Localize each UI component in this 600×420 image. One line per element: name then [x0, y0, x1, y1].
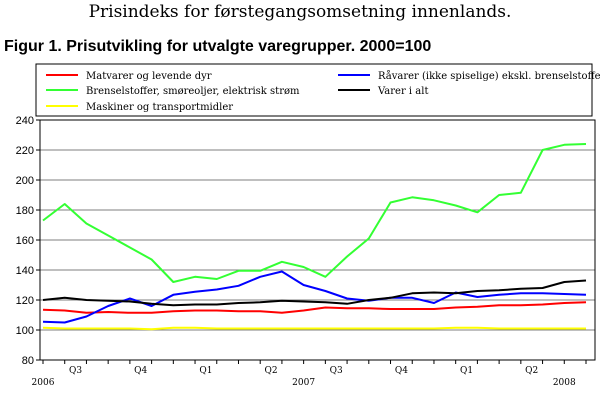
x-quarter-label: Q2: [525, 366, 538, 376]
legend-label-3: Maskiner og transportmidler: [86, 102, 233, 113]
series-line-5: [42, 279, 587, 307]
y-tick-label-240: 240: [16, 115, 34, 127]
y-tick-label-140: 140: [16, 265, 34, 277]
gridlines: [40, 149, 595, 331]
x-year-label: 2006: [32, 378, 55, 388]
legend-box: [35, 63, 593, 117]
legend-label-5: Varer i alt: [377, 86, 428, 97]
y-tick-label-220: 220: [16, 145, 34, 157]
x-quarter-label: Q3: [330, 366, 343, 376]
x-year-label: 2008: [553, 378, 576, 388]
series-lines: [42, 143, 587, 331]
x-quarter-label: Q2: [265, 366, 278, 376]
x-quarter-label: Q4: [395, 366, 408, 376]
x-axis: Q3 Q4 Q1 Q2 Q3 Q4 Q1 Q2 2006 2007 2008: [32, 360, 587, 388]
y-tick-label-180: 180: [16, 205, 34, 217]
y-axis: 80 100 120 140 160 180 200 220 240: [16, 115, 40, 367]
series-line-3: [42, 326, 586, 331]
x-year-label: 2007: [292, 378, 315, 388]
y-tick-label-100: 100: [16, 325, 34, 337]
y-tick-label-160: 160: [16, 235, 34, 247]
legend-label-2: Brenselstoffer, smøreoljer, elektrisk st…: [86, 86, 300, 97]
x-quarter-label: Q3: [69, 366, 82, 376]
y-tick-label-120: 120: [16, 295, 34, 307]
x-quarter-label: Q4: [134, 366, 147, 376]
series-line-2: [42, 143, 587, 283]
page-title: Prisindeks for førstegangsomsetning inne…: [88, 2, 512, 22]
x-quarter-label: Q1: [199, 366, 212, 376]
legend-label-1: Matvarer og levende dyr: [86, 71, 212, 82]
y-tick-label-200: 200: [16, 175, 34, 187]
y-tick-label-80: 80: [22, 355, 34, 367]
series-line-1: [42, 301, 587, 314]
series-line-4: [42, 270, 587, 324]
x-quarter-label: Q1: [460, 366, 473, 376]
figure-title: Figur 1. Prisutvikling for utvalgte vare…: [4, 38, 432, 55]
legend: Matvarer og levende dyr Brenselstoffer, s…: [46, 70, 600, 113]
legend-label-4: Råvarer (ikke spiselige) ekskl. brensels…: [378, 70, 600, 82]
